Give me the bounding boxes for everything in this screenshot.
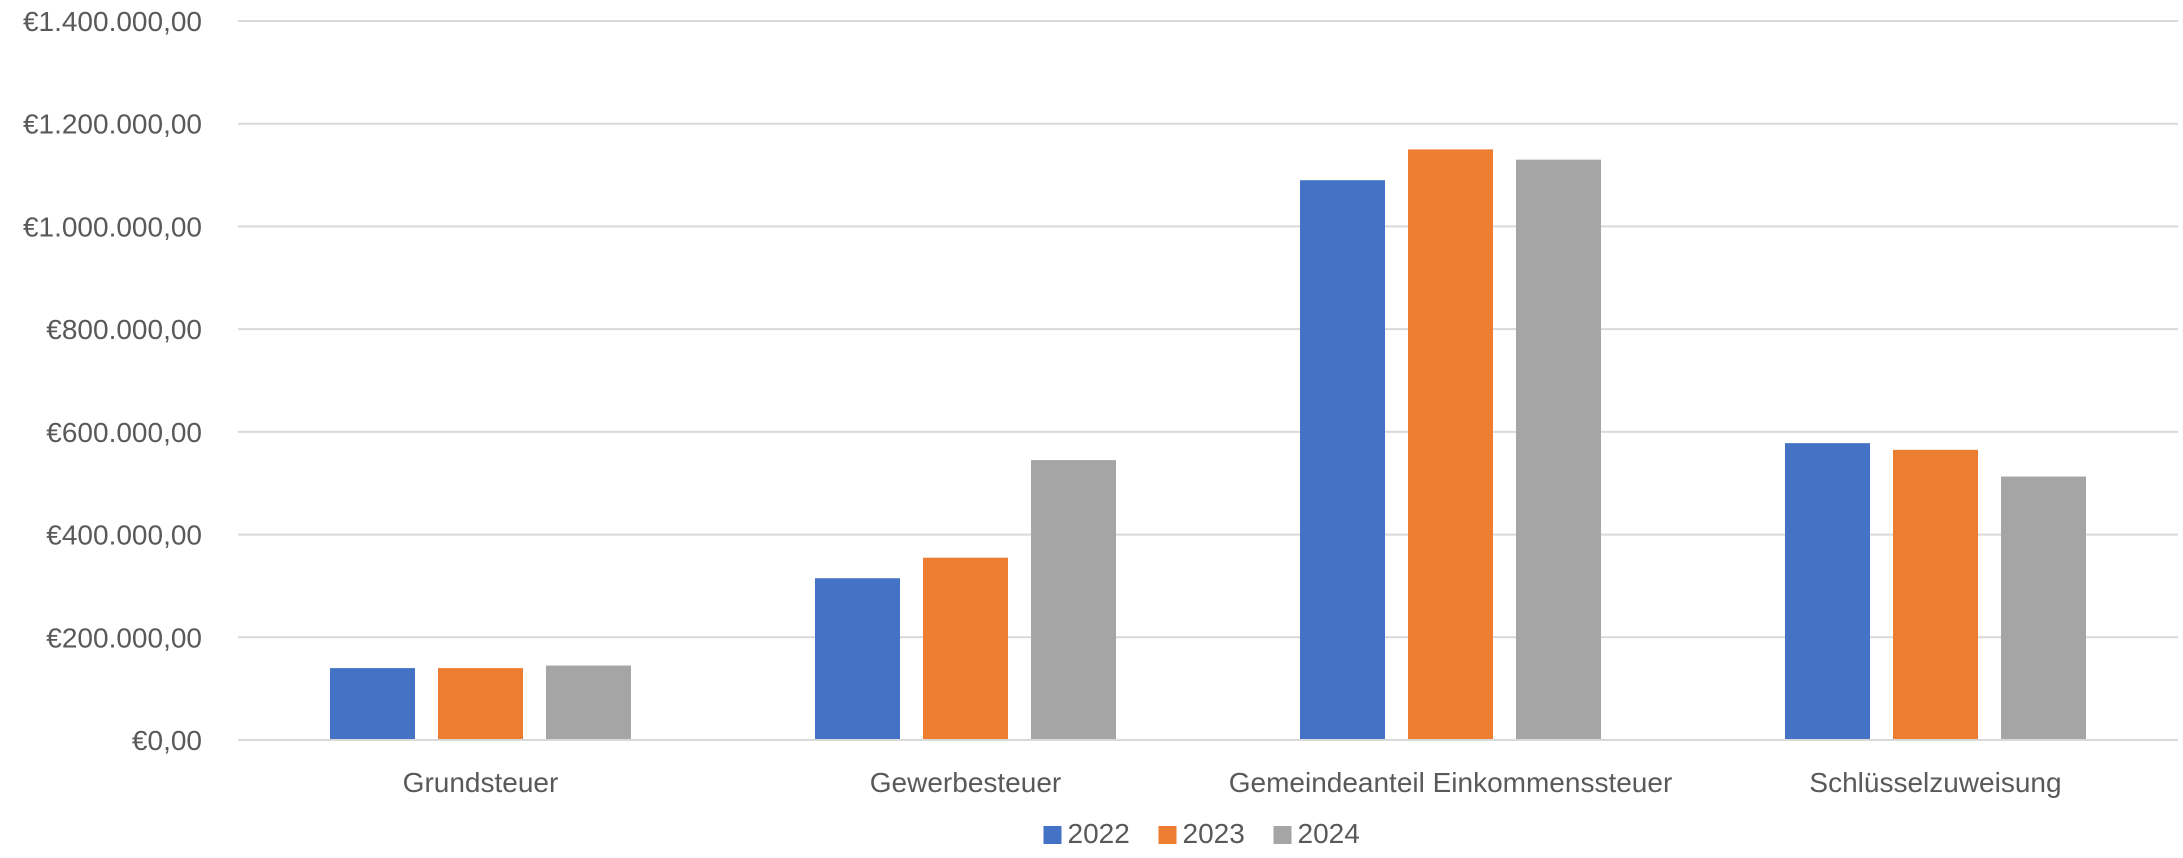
- legend-swatch: [1158, 826, 1177, 844]
- bar-2024-0: [546, 665, 631, 740]
- y-tick-label: €400.000,00: [46, 520, 202, 551]
- bar-2024-3: [2001, 476, 2086, 740]
- bar-2022-2: [1300, 180, 1385, 740]
- bar-2024-1: [1031, 460, 1116, 740]
- legend-label: 2023: [1183, 818, 1245, 849]
- bar-2023-3: [1893, 449, 1978, 740]
- x-category-label: Gewerbesteuer: [870, 767, 1061, 798]
- bar-2022-1: [815, 578, 900, 740]
- y-tick-label: €1.000.000,00: [23, 211, 202, 242]
- y-tick-label: €600.000,00: [46, 417, 202, 448]
- bars: [330, 149, 2086, 741]
- x-category-label: Schlüsselzuweisung: [1809, 767, 2061, 798]
- bar-2024-2: [1516, 159, 1601, 740]
- legend: 2022 2023 2024: [1043, 818, 1360, 849]
- y-tick-label: €0,00: [132, 725, 202, 756]
- x-category-label: Grundsteuer: [403, 767, 559, 798]
- legend-label: 2024: [1298, 818, 1360, 849]
- y-axis-tick-labels: €0,00 €200.000,00 €400.000,00 €600.000,00 €8…: [23, 6, 202, 756]
- y-tick-label: €1.200.000,00: [23, 109, 202, 140]
- legend-swatch: [1273, 826, 1292, 844]
- bar-2022-0: [330, 668, 415, 740]
- bar-2022-3: [1785, 443, 1870, 740]
- bar-2023-2: [1408, 149, 1493, 741]
- gridlines: [238, 20, 2178, 639]
- legend-swatch: [1043, 826, 1062, 844]
- y-tick-label: €800.000,00: [46, 314, 202, 345]
- legend-item-2023: 2023: [1158, 818, 1245, 849]
- bar-2023-0: [438, 668, 523, 740]
- legend-item-2022: 2022: [1043, 818, 1130, 849]
- x-axis-category-labels: Grundsteuer Gewerbesteuer Gemeindeanteil E…: [403, 767, 2062, 798]
- bar-2023-1: [923, 557, 1008, 740]
- x-category-label: Gemeindeanteil Einkommenssteuer: [1229, 767, 1673, 798]
- y-tick-label: €200.000,00: [46, 622, 202, 653]
- legend-label: 2022: [1068, 818, 1130, 849]
- y-tick-label: €1.400.000,00: [23, 6, 202, 37]
- legend-item-2024: 2024: [1273, 818, 1360, 849]
